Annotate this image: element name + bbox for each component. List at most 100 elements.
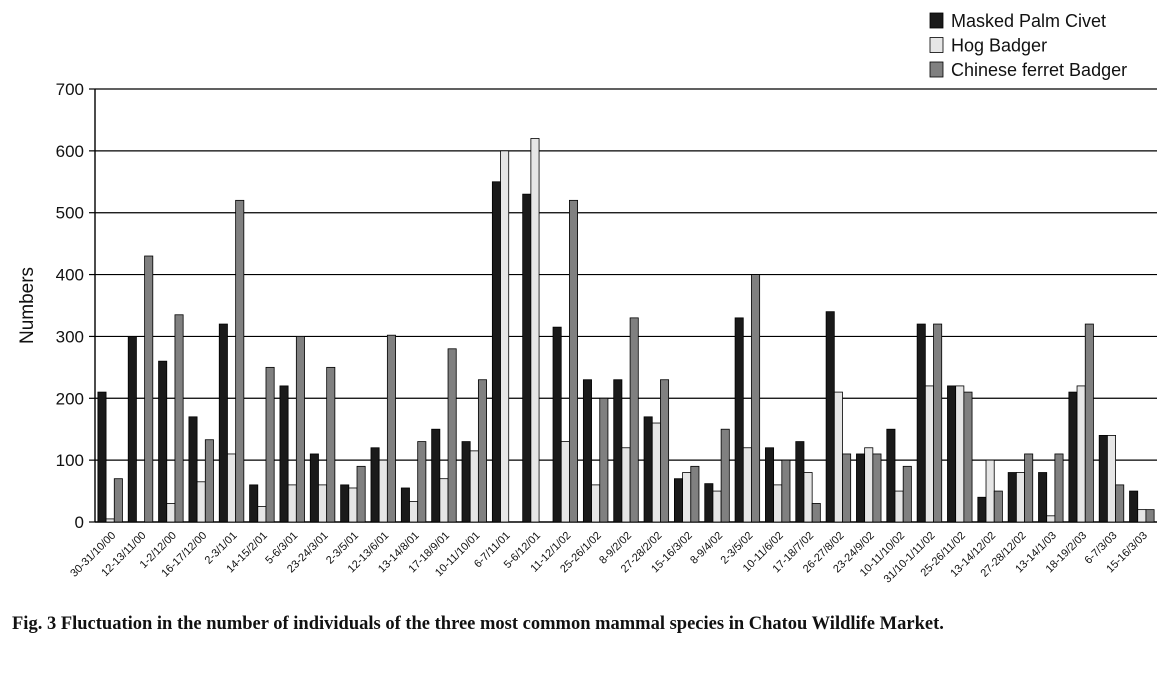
- bar-masked-palm-civet: [765, 447, 775, 523]
- bar-masked-palm-civet: [279, 385, 289, 523]
- bar-chinese-ferret-badger: [144, 255, 154, 523]
- bar-masked-palm-civet: [856, 453, 866, 523]
- bar-hog-badger: [257, 506, 267, 523]
- bar-masked-palm-civet: [249, 484, 259, 523]
- bar-masked-palm-civet: [522, 193, 532, 523]
- legend-swatch: [929, 61, 944, 78]
- bar-hog-badger: [864, 447, 874, 523]
- bar-masked-palm-civet: [218, 323, 228, 523]
- bar-chinese-ferret-badger: [265, 366, 275, 523]
- bar-masked-palm-civet: [1038, 472, 1048, 523]
- y-tick-label: 500: [56, 204, 84, 223]
- bar-chinese-ferret-badger: [933, 323, 943, 523]
- legend-swatch: [929, 37, 944, 53]
- bar-masked-palm-civet: [97, 391, 107, 523]
- bar-hog-badger: [712, 490, 722, 523]
- y-tick-label: 0: [75, 513, 84, 532]
- bar-hog-badger: [409, 501, 419, 523]
- y-tick-label: 200: [56, 389, 84, 408]
- bar-masked-palm-civet: [491, 181, 501, 523]
- y-tick-label: 600: [56, 142, 84, 161]
- bar-masked-palm-civet: [673, 478, 683, 523]
- bar-chinese-ferret-badger: [235, 199, 245, 523]
- bar-masked-palm-civet: [431, 428, 441, 523]
- bar-hog-badger: [105, 518, 115, 523]
- bar-chinese-ferret-badger: [356, 465, 366, 523]
- bar-chinese-ferret-badger: [963, 391, 973, 523]
- bar-hog-badger: [378, 459, 388, 523]
- bar-hog-badger: [803, 472, 813, 523]
- bar-hog-badger: [318, 484, 328, 523]
- bar-masked-palm-civet: [704, 483, 714, 523]
- bar-masked-palm-civet: [1129, 490, 1139, 523]
- bar-hog-badger: [682, 472, 692, 523]
- bar-masked-palm-civet: [309, 453, 319, 523]
- bar-hog-badger: [773, 484, 783, 523]
- bar-hog-badger: [1046, 515, 1056, 523]
- x-tick-label: 8-9/4/02: [688, 530, 725, 567]
- bar-chart-svg: 0100200300400500600700Numbers30-31/10/00…: [17, 11, 1157, 586]
- bar-masked-palm-civet: [825, 311, 835, 523]
- chart: 0 100 200 300 400 500 600 700 Numbers 30-31/10/00…: [17, 11, 1157, 586]
- bar-hog-badger: [439, 478, 449, 523]
- bar-masked-palm-civet: [158, 360, 168, 523]
- bar-chinese-ferret-badger: [295, 336, 305, 523]
- bar-masked-palm-civet: [582, 379, 592, 523]
- bar-hog-badger: [166, 503, 176, 523]
- bar-chinese-ferret-badger: [842, 453, 852, 523]
- legend-label: Hog Badger: [951, 36, 1047, 56]
- bar-hog-badger: [530, 138, 540, 523]
- y-tick-label: 700: [56, 80, 84, 99]
- bar-masked-palm-civet: [1068, 391, 1078, 523]
- bar-chinese-ferret-badger: [993, 490, 1003, 523]
- bar-chinese-ferret-badger: [386, 334, 396, 523]
- bar-chinese-ferret-badger: [629, 317, 639, 523]
- bar-masked-palm-civet: [795, 441, 805, 523]
- bar-masked-palm-civet: [188, 416, 198, 523]
- bar-masked-palm-civet: [643, 416, 653, 523]
- legend-label: Chinese ferret Badger: [951, 60, 1127, 80]
- bar-chinese-ferret-badger: [1084, 323, 1094, 523]
- bar-hog-badger: [469, 450, 479, 523]
- bar-chinese-ferret-badger: [1054, 453, 1064, 523]
- bar-masked-palm-civet: [1007, 472, 1017, 523]
- bar-hog-badger: [1076, 385, 1086, 523]
- bar-chinese-ferret-badger: [447, 348, 457, 523]
- bar-masked-palm-civet: [734, 317, 744, 523]
- bar-hog-badger: [196, 481, 206, 523]
- bar-hog-badger: [287, 484, 297, 523]
- y-tick-label: 300: [56, 327, 84, 346]
- bar-chinese-ferret-badger: [872, 453, 882, 523]
- bar-masked-palm-civet: [127, 336, 137, 523]
- bar-masked-palm-civet: [916, 323, 926, 523]
- bar-chinese-ferret-badger: [326, 366, 336, 523]
- bar-chinese-ferret-badger: [660, 379, 670, 523]
- bar-chinese-ferret-badger: [690, 465, 700, 523]
- bar-chinese-ferret-badger: [1145, 509, 1155, 523]
- bar-masked-palm-civet: [1098, 434, 1108, 523]
- bar-chinese-ferret-badger: [902, 465, 912, 523]
- legend-label: Masked Palm Civet: [951, 11, 1106, 31]
- bar-chinese-ferret-badger: [1024, 453, 1034, 523]
- bar-chinese-ferret-badger: [417, 441, 427, 523]
- legend-swatch: [929, 12, 944, 29]
- bar-chinese-ferret-badger: [204, 439, 214, 523]
- bar-masked-palm-civet: [977, 496, 987, 523]
- bar-hog-badger: [955, 385, 965, 523]
- bar-hog-badger: [924, 385, 934, 523]
- bar-chinese-ferret-badger: [811, 503, 821, 523]
- bar-chinese-ferret-badger: [569, 199, 579, 523]
- bar-hog-badger: [894, 490, 904, 523]
- bar-hog-badger: [742, 447, 752, 523]
- bar-chinese-ferret-badger: [751, 274, 761, 523]
- bar-masked-palm-civet: [886, 428, 896, 523]
- bar-masked-palm-civet: [461, 441, 471, 523]
- bar-chinese-ferret-badger: [113, 478, 123, 523]
- bar-hog-badger: [1106, 434, 1116, 523]
- bar-hog-badger: [560, 441, 570, 523]
- bar-hog-badger: [1015, 472, 1025, 523]
- bar-masked-palm-civet: [400, 487, 410, 523]
- bar-hog-badger: [985, 459, 995, 523]
- bar-chinese-ferret-badger: [781, 459, 791, 523]
- bar-hog-badger: [500, 150, 510, 523]
